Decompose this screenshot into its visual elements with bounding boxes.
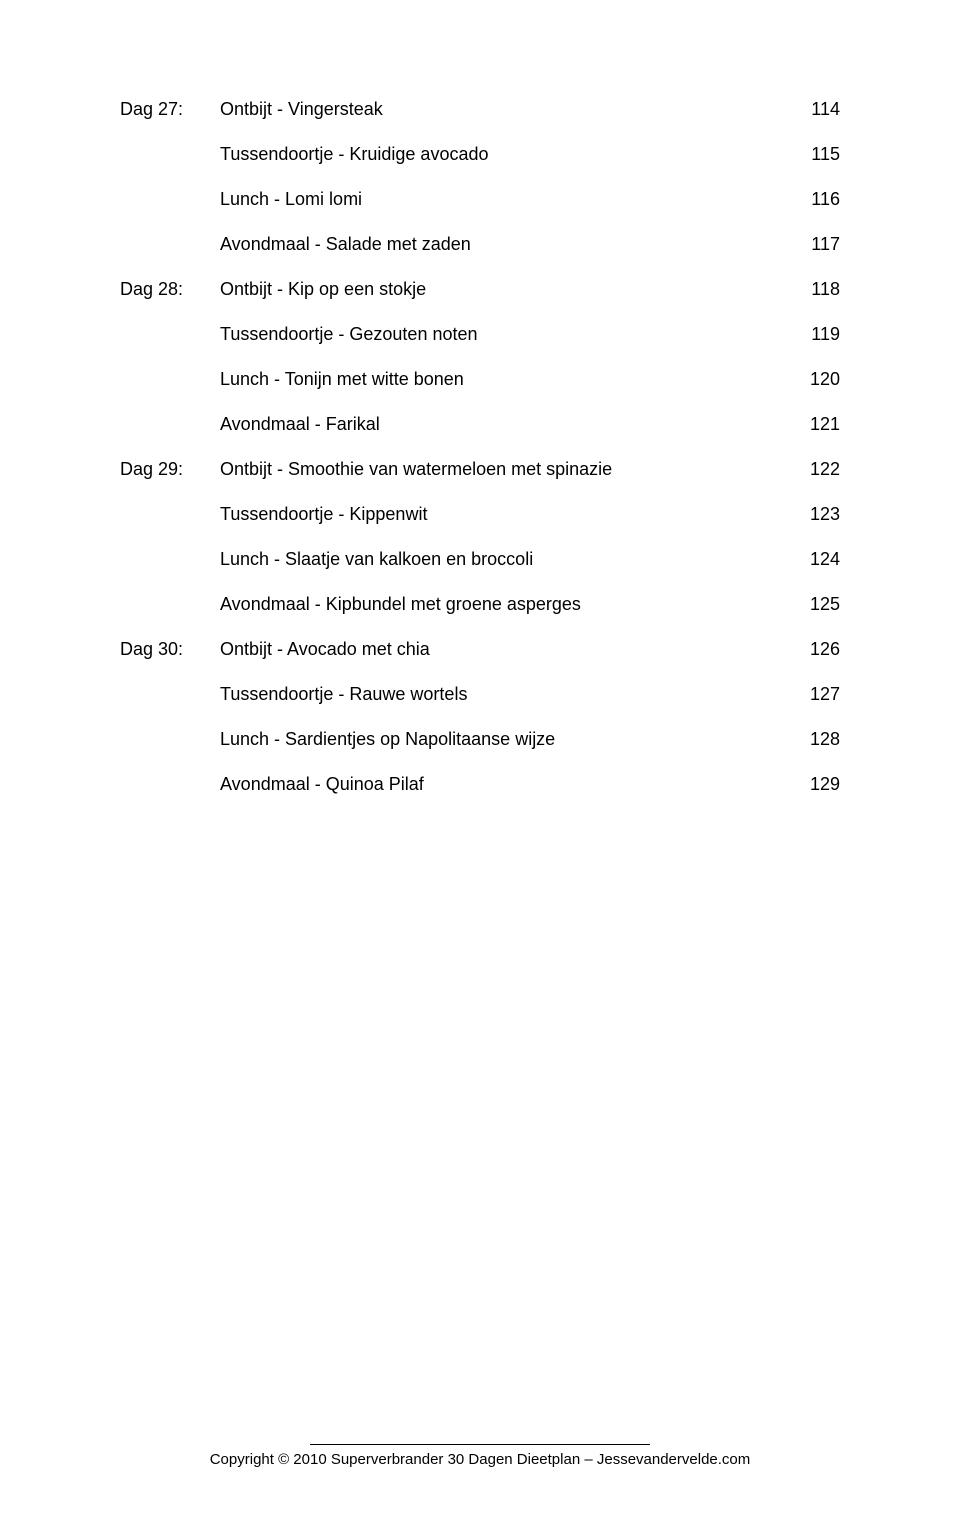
toc-row: Dag 28: Ontbijt - Kip op een stokje 118: [120, 276, 840, 303]
toc-entry-title: Tussendoortje - Rauwe wortels: [220, 681, 790, 708]
toc-page-number: 117: [790, 231, 840, 258]
toc-entry-title: Ontbijt - Avocado met chia: [220, 636, 790, 663]
toc-entry-title: Avondmaal - Farikal: [220, 411, 790, 438]
toc-page-number: 124: [790, 546, 840, 573]
footer-copyright: Copyright © 2010 Superverbrander 30 Dage…: [210, 1451, 751, 1468]
page-footer: Copyright © 2010 Superverbrander 30 Dage…: [0, 1444, 960, 1468]
toc-day-label: Dag 29:: [120, 456, 220, 483]
toc-row: Lunch - Lomi lomi 116: [120, 186, 840, 213]
toc-entry-title: Avondmaal - Quinoa Pilaf: [220, 771, 790, 798]
toc-entry-title: Ontbijt - Smoothie van watermeloen met s…: [220, 456, 790, 483]
toc-row: Avondmaal - Farikal 121: [120, 411, 840, 438]
toc-page-number: 115: [790, 141, 840, 168]
document-page: Dag 27: Ontbijt - Vingersteak 114 Tussen…: [0, 0, 960, 1538]
toc-row: Tussendoortje - Gezouten noten 119: [120, 321, 840, 348]
toc-page-number: 121: [790, 411, 840, 438]
toc-entry-title: Avondmaal - Kipbundel met groene asperge…: [220, 591, 790, 618]
toc-entry-title: Avondmaal - Salade met zaden: [220, 231, 790, 258]
toc-row: Lunch - Slaatje van kalkoen en broccoli …: [120, 546, 840, 573]
toc-page-number: 122: [790, 456, 840, 483]
toc-page-number: 119: [790, 321, 840, 348]
toc-day-label: Dag 28:: [120, 276, 220, 303]
toc-row: Avondmaal - Salade met zaden 117: [120, 231, 840, 258]
toc-page-number: 128: [790, 726, 840, 753]
toc-row: Dag 29: Ontbijt - Smoothie van watermelo…: [120, 456, 840, 483]
toc-page-number: 126: [790, 636, 840, 663]
toc-entry-title: Tussendoortje - Gezouten noten: [220, 321, 790, 348]
toc-row: Tussendoortje - Rauwe wortels 127: [120, 681, 840, 708]
toc-entry-title: Tussendoortje - Kippenwit: [220, 501, 790, 528]
toc-day-label: Dag 27:: [120, 96, 220, 123]
toc-entry-title: Lunch - Tonijn met witte bonen: [220, 366, 790, 393]
toc-page-number: 123: [790, 501, 840, 528]
toc-page-number: 116: [790, 186, 840, 213]
toc-page-number: 120: [790, 366, 840, 393]
toc-entry-title: Ontbijt - Vingersteak: [220, 96, 790, 123]
toc-row: Avondmaal - Quinoa Pilaf 129: [120, 771, 840, 798]
toc-page-number: 118: [790, 276, 840, 303]
toc-row: Avondmaal - Kipbundel met groene asperge…: [120, 591, 840, 618]
toc-page-number: 114: [790, 96, 840, 123]
toc-row: Tussendoortje - Kruidige avocado 115: [120, 141, 840, 168]
table-of-contents: Dag 27: Ontbijt - Vingersteak 114 Tussen…: [120, 96, 840, 798]
toc-day-label: Dag 30:: [120, 636, 220, 663]
toc-entry-title: Lunch - Lomi lomi: [220, 186, 790, 213]
toc-row: Tussendoortje - Kippenwit 123: [120, 501, 840, 528]
toc-entry-title: Lunch - Sardientjes op Napolitaanse wijz…: [220, 726, 790, 753]
toc-row: Lunch - Tonijn met witte bonen 120: [120, 366, 840, 393]
toc-entry-title: Ontbijt - Kip op een stokje: [220, 276, 790, 303]
toc-entry-title: Tussendoortje - Kruidige avocado: [220, 141, 790, 168]
toc-page-number: 129: [790, 771, 840, 798]
toc-row: Dag 27: Ontbijt - Vingersteak 114: [120, 96, 840, 123]
toc-row: Dag 30: Ontbijt - Avocado met chia 126: [120, 636, 840, 663]
toc-page-number: 127: [790, 681, 840, 708]
toc-entry-title: Lunch - Slaatje van kalkoen en broccoli: [220, 546, 790, 573]
toc-page-number: 125: [790, 591, 840, 618]
footer-divider: [310, 1444, 650, 1445]
toc-row: Lunch - Sardientjes op Napolitaanse wijz…: [120, 726, 840, 753]
